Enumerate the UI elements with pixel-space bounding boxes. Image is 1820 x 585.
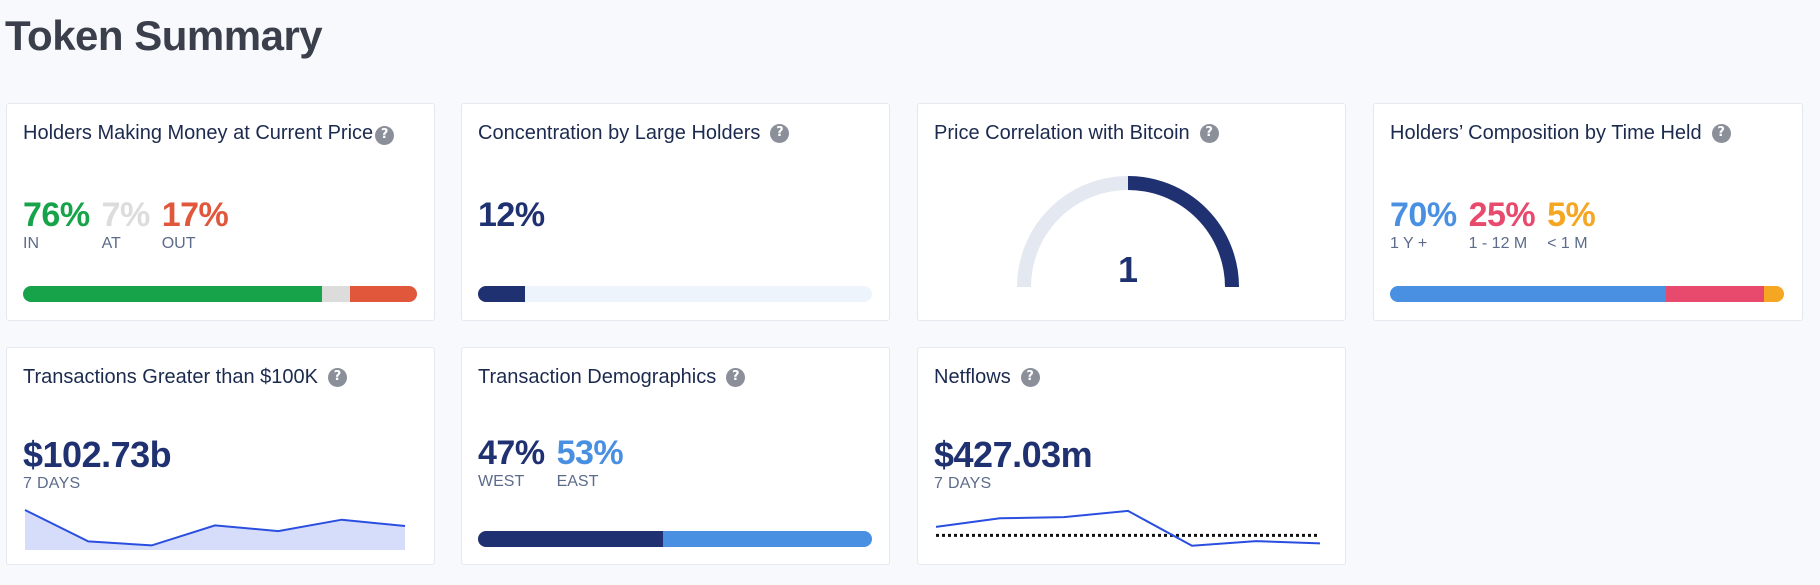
correlation-card: Price Correlation with Bitcoin ? 1	[917, 103, 1346, 321]
correlation-title: Price Correlation with Bitcoin ?	[934, 120, 1219, 146]
concentration-bar	[478, 286, 872, 302]
bar-segment-1y	[1390, 286, 1666, 302]
help-icon[interactable]: ?	[1199, 123, 1219, 143]
stat-lt1m-label: < 1 M	[1547, 235, 1588, 252]
stat-east: 53% EAST	[557, 434, 624, 491]
stat-at-value: 7%	[101, 196, 151, 234]
page-title: Token Summary	[5, 12, 323, 59]
stat-in-label: IN	[23, 235, 39, 252]
card-title-text: Netflows	[934, 366, 1011, 388]
stat-in: 76% IN	[23, 196, 90, 253]
concentration-card: Concentration by Large Holders ? 12%	[461, 103, 890, 321]
sparkline-area	[25, 510, 405, 550]
card-title-text: Holders’ Composition by Time Held	[1390, 122, 1702, 144]
stat-out: 17% OUT	[162, 196, 229, 253]
demographics-bar	[478, 531, 872, 547]
large-tx-sparkline	[24, 509, 406, 550]
help-icon[interactable]: ?	[375, 125, 395, 145]
stat-west-label: WEST	[478, 473, 525, 490]
stat-in-value: 76%	[23, 196, 90, 234]
sparkline-line	[935, 509, 1321, 547]
netflows-card: Netflows ? $427.03m 7 DAYS	[917, 347, 1346, 565]
sparkline-line	[24, 509, 406, 547]
holders-money-bar	[23, 286, 417, 302]
demographics-stats: 47% WEST 53% EAST	[478, 434, 624, 491]
composition-card: Holders’ Composition by Time Held ? 70% …	[1373, 103, 1803, 321]
card-title-text: Transaction Demographics	[478, 366, 717, 388]
composition-title: Holders’ Composition by Time Held ?	[1390, 120, 1731, 146]
concentration-value: 12%	[478, 196, 545, 234]
stat-lt1m: 5% < 1 M	[1547, 196, 1596, 253]
bar-segment-lt1m	[1764, 286, 1784, 302]
netflows-sparkline	[935, 509, 1321, 547]
bar-segment-1-12m	[1665, 286, 1765, 302]
composition-stats: 70% 1 Y + 25% 1 - 12 M 5% < 1 M	[1390, 196, 1596, 253]
large-tx-card: Transactions Greater than $100K ? $102.7…	[6, 347, 435, 565]
stat-west-value: 47%	[478, 434, 545, 472]
bar-segment-east	[663, 531, 872, 547]
card-title-text: Holders Making Money at Current Price	[23, 122, 374, 144]
help-icon[interactable]: ?	[1711, 123, 1731, 143]
card-title-text: Transactions Greater than $100K	[23, 366, 318, 388]
correlation-value: 1	[1118, 249, 1138, 290]
holders-money-stats: 76% IN 7% AT 17% OUT	[23, 196, 229, 253]
help-icon[interactable]: ?	[1020, 367, 1040, 387]
concentration-bar-fill	[478, 286, 526, 302]
bar-segment-out	[350, 286, 417, 302]
stat-out-value: 17%	[161, 196, 229, 234]
stat-lt1m-value: 5%	[1547, 196, 1596, 234]
netflows-title: Netflows ?	[934, 364, 1040, 390]
stat-1y-value: 70%	[1390, 196, 1457, 234]
stat-1-12m: 25% 1 - 12 M	[1469, 196, 1536, 253]
card-title-text: Concentration by Large Holders	[478, 122, 761, 144]
holders-money-card: Holders Making Money at Current Price ? …	[6, 103, 435, 321]
stat-east-value: 53%	[556, 434, 624, 472]
stat-1-12m-value: 25%	[1468, 196, 1536, 234]
large-tx-value: $102.73b	[23, 434, 172, 475]
bar-segment-at	[322, 286, 351, 302]
large-tx-title: Transactions Greater than $100K ?	[23, 364, 347, 390]
large-tx-period: 7 DAYS	[23, 475, 81, 492]
card-title-text: Price Correlation with Bitcoin	[934, 122, 1190, 144]
stat-1y: 70% 1 Y +	[1390, 196, 1457, 253]
holders-money-title: Holders Making Money at Current Price ?	[23, 120, 413, 146]
stat-out-label: OUT	[161, 235, 196, 252]
concentration-stat: 12%	[478, 196, 545, 234]
correlation-gauge: 1	[1017, 176, 1239, 290]
stat-at-label: AT	[101, 235, 121, 252]
bar-segment-in	[23, 286, 323, 302]
stat-1y-label: 1 Y +	[1390, 235, 1428, 252]
help-icon[interactable]: ?	[770, 123, 790, 143]
netflows-period: 7 DAYS	[934, 475, 992, 492]
stat-at: 7% AT	[101, 196, 151, 253]
help-icon[interactable]: ?	[726, 367, 746, 387]
help-icon[interactable]: ?	[327, 367, 347, 387]
stat-west: 47% WEST	[478, 434, 545, 491]
demographics-card: Transaction Demographics ? 47% WEST 53% …	[461, 347, 890, 565]
concentration-title: Concentration by Large Holders ?	[478, 120, 790, 146]
gauge-fill	[1127, 176, 1239, 288]
stat-1-12m-label: 1 - 12 M	[1468, 235, 1528, 252]
netflows-value: $427.03m	[934, 434, 1093, 475]
composition-bar	[1390, 286, 1784, 302]
stat-east-label: EAST	[556, 473, 599, 490]
demographics-title: Transaction Demographics ?	[478, 364, 746, 390]
bar-segment-west	[478, 531, 664, 547]
